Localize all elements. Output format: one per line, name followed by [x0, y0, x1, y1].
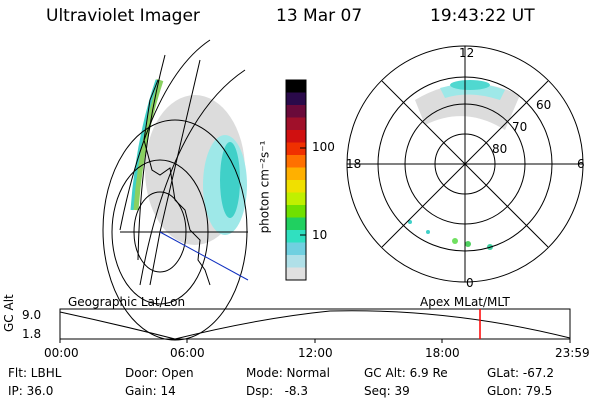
- x-tick-0600: 06:00: [170, 346, 205, 360]
- colorbar-segment: [286, 142, 306, 156]
- colorbar-segment: [286, 205, 306, 218]
- emission-region: [450, 80, 490, 90]
- colorbar-segment: [286, 267, 306, 281]
- instrument-title: Ultraviolet Imager: [46, 6, 200, 26]
- x-tick-0000: 00:00: [44, 346, 79, 360]
- colorbar-segment: [286, 80, 306, 93]
- emission-spot: [465, 241, 471, 247]
- emission-spot: [452, 238, 458, 244]
- colorbar-segment: [286, 217, 306, 231]
- apex-label: Apex MLat/MLT: [420, 295, 510, 309]
- status-door: Door: Open: [125, 366, 194, 380]
- colorbar-segment: [286, 105, 306, 118]
- coastline: [143, 99, 211, 286]
- lat-label-80: 80: [492, 142, 508, 156]
- geographic-label: Geographic Lat/Lon: [68, 295, 186, 309]
- x-tick-2359: 23:59: [555, 346, 590, 360]
- lat-label-60: 60: [536, 98, 552, 112]
- status-mode: Mode: Normal: [246, 366, 330, 380]
- status-gain: Gain: 14: [125, 384, 176, 398]
- colorbar-segment: [286, 155, 306, 168]
- emission-spot: [408, 220, 412, 224]
- colorbar-frame: [285, 79, 307, 281]
- y-tick-9-0: 9.0: [22, 308, 42, 322]
- lat-label-70: 70: [512, 120, 528, 134]
- status-filter: Flt: LBHL: [8, 366, 62, 380]
- y-tick-1-8: 1.8: [22, 327, 42, 341]
- status-gc-alt: GC Alt: 6.9 Re: [364, 366, 448, 380]
- timeline-frame: [59, 308, 571, 340]
- altitude-curve: [59, 310, 571, 340]
- colorbar-tick-label-100: 100: [312, 140, 335, 154]
- x-tick-1800: 18:00: [425, 346, 460, 360]
- colorbar-segment: [286, 180, 306, 193]
- coastline: [149, 79, 159, 101]
- mlt-label-18: 18: [346, 157, 362, 171]
- colorbar-segment: [286, 130, 306, 143]
- emission-spot: [426, 230, 430, 234]
- date-label: 13 Mar 07: [276, 6, 363, 26]
- x-tick-1200: 12:00: [298, 346, 333, 360]
- colorbar-segment: [286, 242, 306, 256]
- mlt-label-6: 6: [577, 157, 585, 171]
- mlt-label-12: 12: [459, 46, 475, 60]
- lat-lon-grid: [102, 39, 248, 341]
- mlt-label-0: 0: [466, 276, 474, 290]
- time-label: 19:43:22 UT: [430, 6, 535, 26]
- status-glon: GLon: 79.5: [487, 384, 553, 398]
- colorbar-segment: [286, 92, 306, 106]
- terminator-line: [159, 231, 249, 281]
- colorbar-segment: [286, 230, 306, 243]
- status-glat: GLat: -67.2: [487, 366, 554, 380]
- status-dsp: Dsp: -8.3: [246, 384, 309, 398]
- colorbar-segment: [286, 167, 306, 181]
- status-seq: Seq: 39: [364, 384, 410, 398]
- emission-region: [220, 142, 240, 218]
- polar-grid: [346, 45, 584, 283]
- x-ticks: [59, 339, 571, 343]
- colorbar-tick-label-10: 10: [312, 228, 328, 242]
- colorbar-segment: [286, 192, 306, 206]
- colorbar-segment: [286, 117, 306, 131]
- colorbar-segment: [286, 255, 306, 268]
- status-ip: IP: 36.0: [8, 384, 54, 398]
